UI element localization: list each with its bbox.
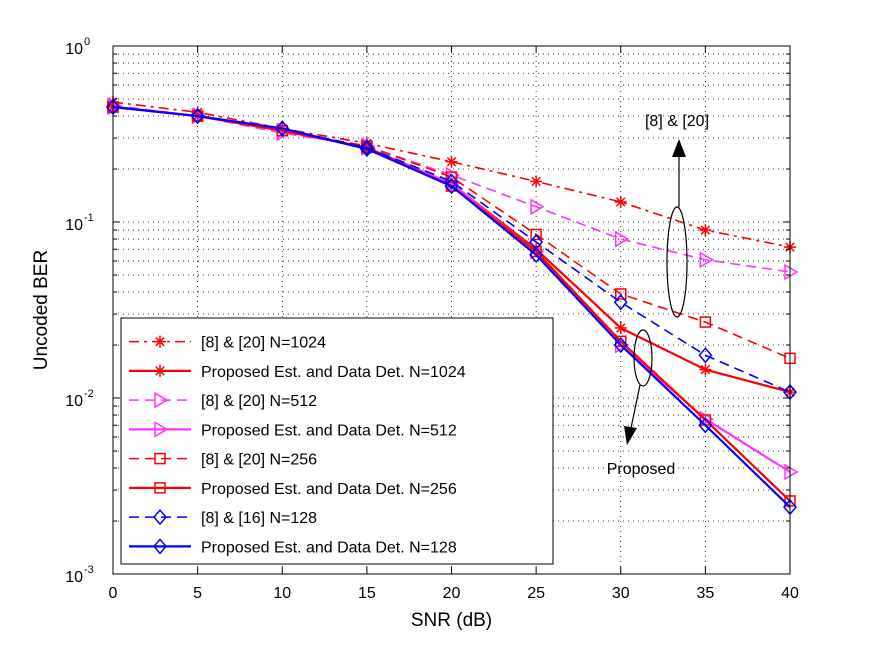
legend-label: Proposed Est. and Data Det. N=1024 (201, 364, 466, 381)
y-tick-exponent: 0 (84, 36, 90, 48)
data-point (699, 251, 714, 269)
data-point (530, 198, 545, 216)
series-line (112, 105, 791, 508)
star-stroke (700, 364, 711, 375)
data-point (614, 195, 627, 208)
x-tick-label: 10 (273, 585, 291, 602)
x-axis-label: SNR (dB) (411, 610, 492, 631)
data-point (359, 139, 374, 156)
x-tick-label: 20 (443, 585, 461, 602)
star-stroke (155, 336, 165, 347)
y-tick-label: 10 (65, 393, 83, 410)
data-point (784, 263, 799, 281)
arrow-down-head (624, 426, 637, 445)
star-stroke (616, 197, 626, 207)
data-point (530, 228, 542, 241)
y-tick-label: 10 (65, 41, 83, 58)
legend-label: [8] & [20] N=256 (201, 452, 317, 469)
data-point (613, 336, 628, 354)
group-ellipse-proposed (633, 329, 653, 387)
x-tick-label: 15 (358, 585, 376, 602)
legend-entry: Proposed Est. and Data Det. N=1024 (129, 364, 466, 381)
legend-label: Proposed Est. and Data Det. N=256 (201, 481, 457, 498)
legend-entry: [8] & [20] N=512 (129, 391, 317, 410)
data-point (444, 173, 459, 190)
data-point (698, 417, 713, 434)
series-layer (106, 96, 799, 516)
y-axis-label: Uncoded BER (31, 250, 52, 370)
x-tick-label: 40 (781, 585, 799, 602)
legend-label: [8] & [16] N=128 (201, 510, 317, 527)
legend-label: [8] & [20] N=512 (201, 393, 317, 410)
data-point (275, 120, 290, 137)
star-stroke (616, 323, 626, 333)
data-point (530, 175, 543, 188)
x-tick-label: 0 (109, 585, 118, 602)
legend-marker (154, 391, 169, 409)
data-point (784, 463, 799, 481)
legend-label: Proposed Est. and Data Det. N=512 (201, 422, 457, 439)
legend-label: [8] & [20] N=1024 (201, 335, 326, 352)
data-point (698, 347, 713, 364)
star-stroke (700, 225, 711, 235)
legend-entry: Proposed Est. and Data Det. N=512 (129, 421, 457, 439)
legend-marker (153, 508, 167, 526)
data-point (613, 294, 628, 311)
data-point (445, 180, 458, 192)
data-point (190, 107, 205, 125)
data-point (615, 288, 627, 300)
group-ellipse-baseline (666, 206, 688, 318)
arrow-up-head (672, 139, 686, 157)
data-point (614, 321, 627, 334)
legend-entry: Proposed Est. and Data Det. N=256 (129, 481, 457, 498)
y-tick-exponent: -3 (84, 564, 94, 576)
star-stroke (446, 157, 457, 167)
x-tick-label: 5 (193, 585, 202, 602)
legend-entry: [8] & [20] N=1024 (129, 335, 326, 352)
y-tick-exponent: -1 (84, 212, 94, 224)
legend-box (120, 317, 554, 565)
legend-marker (153, 538, 167, 555)
data-point (359, 140, 374, 158)
data-point (699, 363, 712, 376)
x-tick-label: 25 (527, 585, 545, 602)
y-tick-exponent: -2 (84, 388, 94, 400)
legend-marker (154, 364, 166, 377)
data-point (445, 171, 458, 183)
legend-entry: Proposed Est. and Data Det. N=128 (129, 538, 457, 556)
legend-entry: [8] & [16] N=128 (129, 508, 317, 527)
series-line (112, 101, 791, 248)
data-point (699, 316, 712, 328)
x-tick-label: 30 (612, 585, 630, 602)
y-tick-label: 10 (65, 569, 83, 586)
y-tick-label: 10 (65, 217, 83, 234)
legend-label: Proposed Est. and Data Det. N=128 (201, 539, 457, 556)
annotations: [8] & [20] Proposed (607, 113, 709, 478)
legend-marker (154, 452, 166, 465)
annotation-proposed-label: Proposed (607, 461, 676, 478)
star-stroke (155, 366, 165, 376)
arrow-down-shaft (630, 384, 641, 429)
x-tick-label: 35 (696, 585, 714, 602)
legend-marker (154, 482, 166, 494)
data-point (699, 224, 712, 237)
legend-marker (154, 421, 169, 438)
legend-marker (154, 335, 166, 348)
data-point (615, 230, 630, 248)
data-point (529, 246, 544, 264)
legend-entry: [8] & [20] N=256 (129, 452, 317, 469)
legend: [8] & [20] N=1024 Proposed Est. and Data … (120, 317, 554, 565)
series-7 (106, 98, 797, 516)
star-stroke (531, 176, 541, 187)
data-point (444, 177, 459, 195)
annotation-baseline-label: [8] & [20] (645, 113, 709, 130)
data-point (445, 155, 458, 168)
